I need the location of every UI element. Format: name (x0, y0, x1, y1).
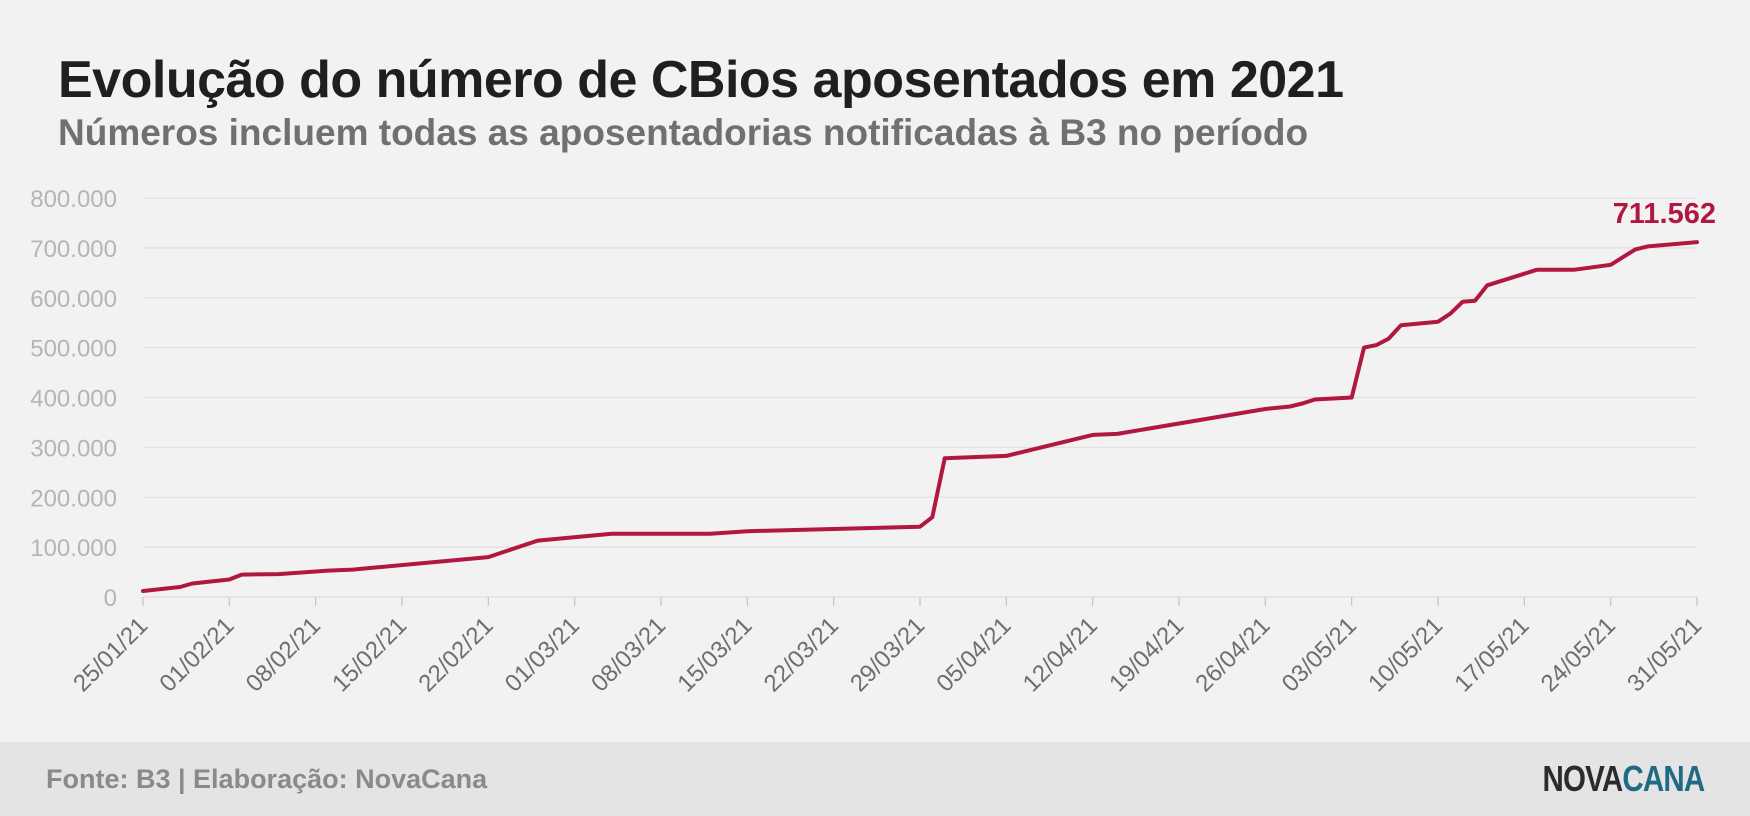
x-tick-label: 29/03/21 (845, 612, 930, 697)
footer-bar: Fonte: B3 | Elaboração: NovaCana NOVACAN… (0, 742, 1750, 816)
x-tick-label: 08/02/21 (241, 612, 326, 697)
x-tick-label: 17/05/21 (1449, 612, 1534, 697)
line-chart: 0 100.000 200.000 300.000 400.000 500.000 600.… (30, 186, 1716, 697)
y-tick-label: 200.000 (30, 485, 117, 512)
x-tick-label: 01/02/21 (154, 612, 239, 697)
x-tick-label: 01/03/21 (500, 612, 585, 697)
y-axis-ticks: 0 100.000 200.000 300.000 400.000 500.000 600.… (30, 186, 117, 612)
x-tick-label: 22/02/21 (413, 612, 498, 697)
series-line (141, 240, 1699, 593)
y-tick-label: 400.000 (30, 386, 117, 413)
x-axis-ticks: 25/01/21 01/02/21 08/02/21 15/02/21 22/02/21… (68, 597, 1707, 697)
last-value-label: 711.562 (1613, 198, 1716, 230)
y-tick-label: 300.000 (30, 435, 117, 462)
x-tick-label: 19/04/21 (1104, 612, 1189, 697)
novacana-logo: NOVACANA (1542, 758, 1705, 800)
y-tick-label: 100.000 (30, 535, 117, 562)
x-tick-label: 25/01/21 (68, 612, 153, 697)
x-tick-label: 03/05/21 (1277, 612, 1362, 697)
x-tick-label: 10/05/21 (1363, 612, 1448, 697)
grid-lines (143, 197, 1697, 598)
x-tick-label: 31/05/21 (1622, 612, 1707, 697)
series-layer (141, 240, 1699, 593)
x-tick-label: 24/05/21 (1536, 612, 1621, 697)
x-tick-label: 26/04/21 (1190, 612, 1275, 697)
chart-title: Evolução do número de CBios aposentados … (58, 51, 1344, 109)
source-note: Fonte: B3 | Elaboração: NovaCana (46, 764, 488, 794)
y-tick-label: 800.000 (30, 186, 117, 213)
y-tick-label: 700.000 (30, 236, 117, 263)
logo-part-cana: CANA (1622, 758, 1705, 799)
y-tick-label: 600.000 (30, 286, 117, 313)
y-tick-label: 500.000 (30, 336, 117, 363)
x-tick-label: 22/03/21 (759, 612, 844, 697)
x-tick-label: 08/03/21 (586, 612, 671, 697)
y-tick-label: 0 (104, 585, 117, 612)
x-tick-label: 05/04/21 (931, 612, 1016, 697)
x-tick-label: 12/04/21 (1018, 612, 1103, 697)
x-tick-label: 15/02/21 (327, 612, 412, 697)
annotations: 711.562 (1613, 198, 1716, 230)
logo-part-nova: NOVA (1542, 758, 1623, 799)
chart-subtitle: Números incluem todas as aposentadorias … (58, 112, 1309, 153)
x-tick-label: 15/03/21 (672, 612, 757, 697)
